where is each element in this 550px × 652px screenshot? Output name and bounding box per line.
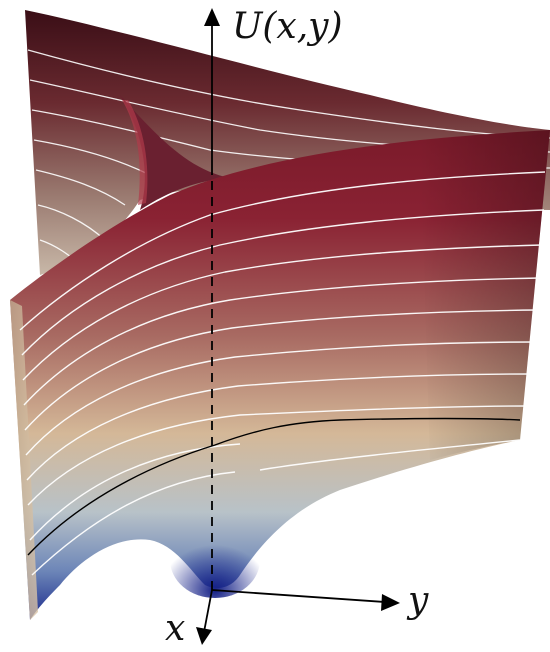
u-axis-arrowhead	[204, 8, 220, 26]
front-left-wall	[10, 300, 38, 620]
u-axis-label: U(x,y)	[232, 6, 343, 47]
front-surface-sheet	[10, 130, 550, 620]
curl-fold	[120, 95, 230, 210]
potential-well	[170, 522, 260, 598]
x-axis-label: x	[165, 608, 185, 649]
y-axis-label: y	[406, 580, 429, 621]
y-axis-arrowhead	[381, 594, 400, 611]
highlight-contour	[27, 417, 521, 556]
x-axis-line	[203, 589, 213, 633]
back-surface-sheet	[25, 10, 550, 275]
front-right-shade	[420, 130, 550, 460]
y-axis-line	[211, 589, 386, 603]
curl-fold-highlight	[122, 100, 148, 205]
x-axis-arrowhead	[196, 627, 212, 645]
front-contour-lines	[19, 171, 546, 576]
